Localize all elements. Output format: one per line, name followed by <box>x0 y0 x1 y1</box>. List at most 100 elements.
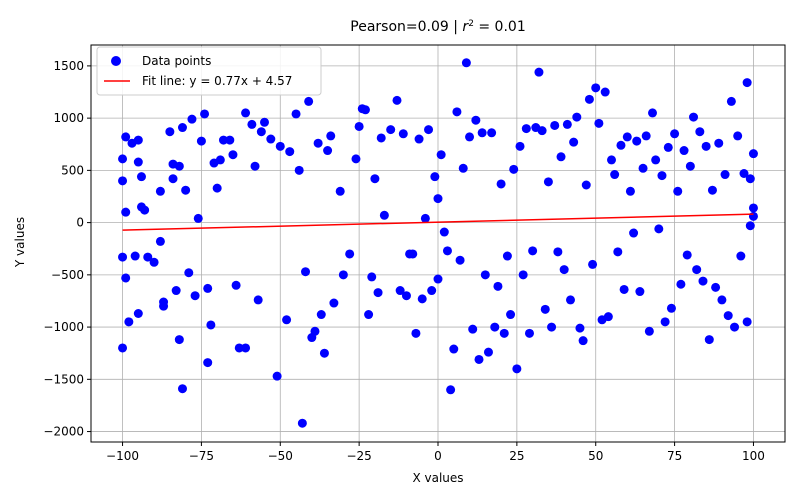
y-axis-ticks: −2000 −1500 −1000 −500 0 500 1000 1500 <box>43 59 91 439</box>
data-point <box>424 125 434 135</box>
data-point <box>272 371 282 381</box>
x-axis-label: X values <box>412 471 463 485</box>
data-point <box>401 291 411 301</box>
data-point <box>461 58 471 68</box>
data-point <box>537 126 547 136</box>
data-point <box>121 132 131 142</box>
legend-points-marker <box>111 56 121 66</box>
data-point <box>184 268 194 278</box>
data-points <box>118 58 758 428</box>
data-point <box>256 127 266 137</box>
x-tick-label: −50 <box>268 449 293 463</box>
data-point <box>177 384 187 394</box>
data-point <box>707 185 717 195</box>
data-point <box>588 259 598 269</box>
data-point <box>218 135 228 145</box>
data-point <box>559 265 569 275</box>
data-point <box>632 136 642 146</box>
data-point <box>594 118 604 128</box>
data-point <box>704 335 714 345</box>
data-point <box>528 246 538 256</box>
x-tick-label: 0 <box>434 449 442 463</box>
data-point <box>196 136 206 146</box>
data-point <box>118 176 128 186</box>
data-point <box>319 348 329 358</box>
data-point <box>136 172 146 182</box>
data-point <box>345 249 355 259</box>
data-point <box>360 105 370 115</box>
data-point <box>193 213 203 223</box>
data-point <box>430 172 440 182</box>
data-point <box>651 155 661 165</box>
data-point <box>433 194 443 204</box>
data-point <box>215 155 225 165</box>
data-point <box>118 154 128 164</box>
data-point <box>682 250 692 260</box>
data-point <box>241 343 251 353</box>
chart-title: Pearson=0.09 | r2 = 0.01 <box>350 19 525 35</box>
data-point <box>534 67 544 77</box>
data-point <box>282 315 292 325</box>
data-point <box>518 270 528 280</box>
data-point <box>622 132 632 142</box>
data-point <box>673 186 683 196</box>
data-point <box>187 114 197 124</box>
y-tick-label: 0 <box>76 216 84 230</box>
data-point <box>670 129 680 139</box>
data-point <box>543 177 553 187</box>
data-point <box>638 163 648 173</box>
data-point <box>480 270 490 280</box>
data-point <box>231 280 241 290</box>
y-tick-label: 1000 <box>53 111 84 125</box>
data-point <box>600 87 610 97</box>
data-point <box>739 169 749 179</box>
data-point <box>124 317 134 327</box>
data-point <box>411 328 421 338</box>
data-point <box>493 281 503 291</box>
data-point <box>181 185 191 195</box>
data-point <box>660 317 670 327</box>
legend-box <box>96 46 322 96</box>
data-point <box>689 112 699 122</box>
data-point <box>613 247 623 257</box>
data-point <box>159 301 169 311</box>
data-point <box>436 150 446 160</box>
y-tick-label: −500 <box>51 268 84 282</box>
data-point <box>203 283 213 293</box>
data-point <box>225 135 235 145</box>
data-point <box>301 267 311 277</box>
data-point <box>420 213 430 223</box>
data-point <box>468 324 478 334</box>
data-point <box>275 141 285 151</box>
data-point <box>506 310 516 320</box>
data-point <box>736 251 746 261</box>
data-point <box>629 228 639 238</box>
data-point <box>313 138 323 148</box>
data-point <box>398 129 408 139</box>
data-point <box>616 140 626 150</box>
data-point <box>603 312 613 322</box>
x-tick-label: 100 <box>742 449 765 463</box>
y-tick-label: −1000 <box>43 320 84 334</box>
data-point <box>572 112 582 122</box>
x-tick-label: 50 <box>588 449 603 463</box>
legend-line-label: Fit line: y = 0.77x + 4.57 <box>142 74 292 88</box>
y-tick-label: −2000 <box>43 425 84 439</box>
data-point <box>190 291 200 301</box>
data-point <box>155 236 165 246</box>
data-point <box>584 94 594 104</box>
data-point <box>417 294 427 304</box>
data-point <box>260 117 269 127</box>
data-point <box>499 328 509 338</box>
data-point <box>367 272 377 282</box>
data-point <box>562 119 572 129</box>
data-point <box>414 134 424 144</box>
data-point <box>521 124 531 134</box>
data-point <box>550 120 560 130</box>
data-point <box>446 385 456 395</box>
data-point <box>177 123 187 133</box>
data-point <box>695 127 705 137</box>
data-point <box>578 336 588 346</box>
data-point <box>168 174 178 184</box>
data-point <box>329 298 339 308</box>
